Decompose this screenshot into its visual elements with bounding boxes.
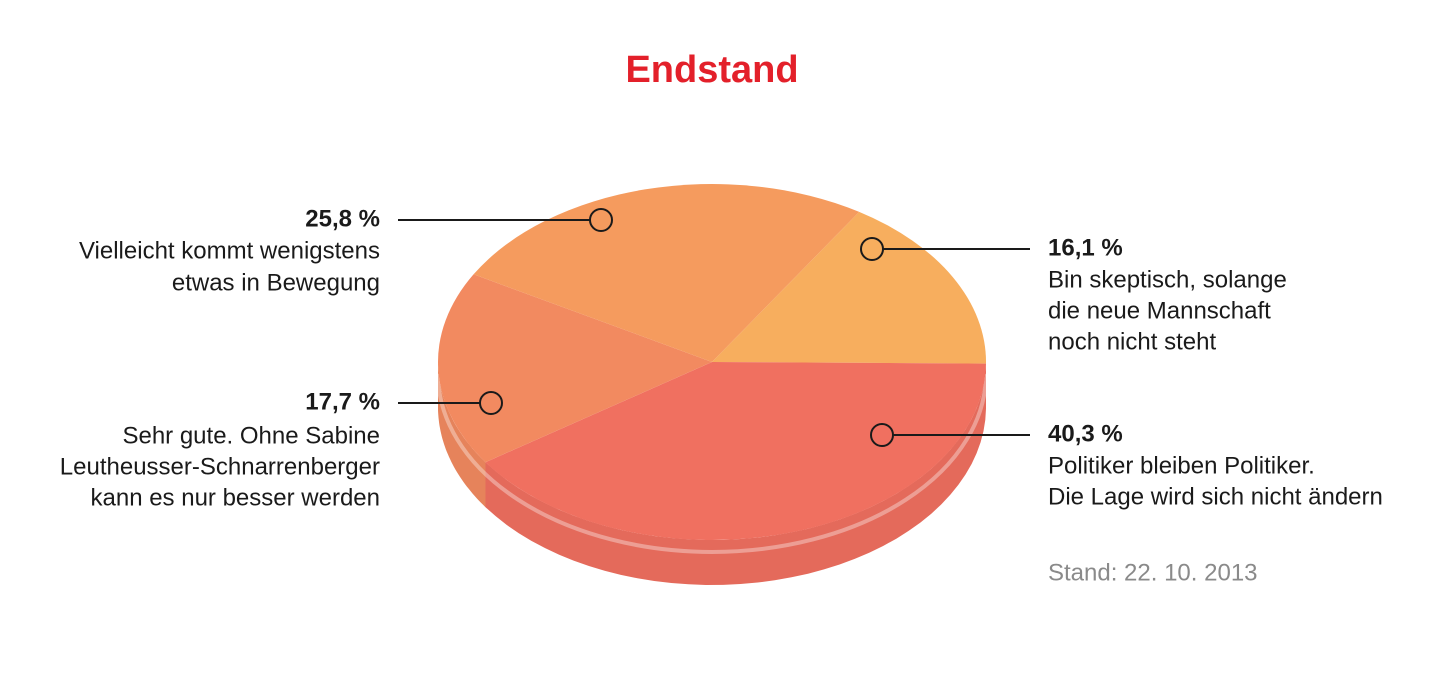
value-label: 25,8 % [305, 205, 380, 232]
category-label: Vielleicht kommt wenigstens [79, 237, 380, 264]
category-label: kann es nur besser werden [91, 484, 381, 511]
rim [436, 373, 988, 554]
category-label: Die Lage wird sich nicht ändern [1048, 483, 1383, 510]
pie-slice [473, 184, 860, 362]
leader-dot [870, 423, 894, 447]
category-label: Politiker bleiben Politiker. [1048, 452, 1315, 479]
leader-dot [479, 391, 503, 415]
leader-dot [589, 208, 613, 232]
pie-side [485, 363, 986, 585]
category-label: Bin skeptisch, solange [1048, 266, 1287, 293]
pie-slice [438, 274, 712, 463]
pie-slice [485, 362, 986, 541]
leader-dot [860, 237, 884, 261]
category-label: Sehr gute. Ohne Sabine [122, 422, 380, 449]
pie-side [438, 362, 486, 508]
category-label: etwas in Bewegung [172, 269, 380, 296]
value-label: 16,1 % [1048, 234, 1123, 261]
value-label: 17,7 % [305, 388, 380, 415]
pie [436, 184, 988, 585]
category-label: Leutheusser-Schnarrenberger [60, 453, 380, 480]
note: Stand: 22. 10. 2013 [1048, 559, 1258, 586]
category-label: noch nicht steht [1048, 328, 1216, 355]
category-label: die neue Mannschaft [1048, 297, 1271, 324]
labels: 16,1 % Bin skeptisch, solange die neue Man… [60, 205, 1383, 511]
value-label: 40,3 % [1048, 420, 1123, 447]
chart-title: Endstand [625, 49, 798, 91]
